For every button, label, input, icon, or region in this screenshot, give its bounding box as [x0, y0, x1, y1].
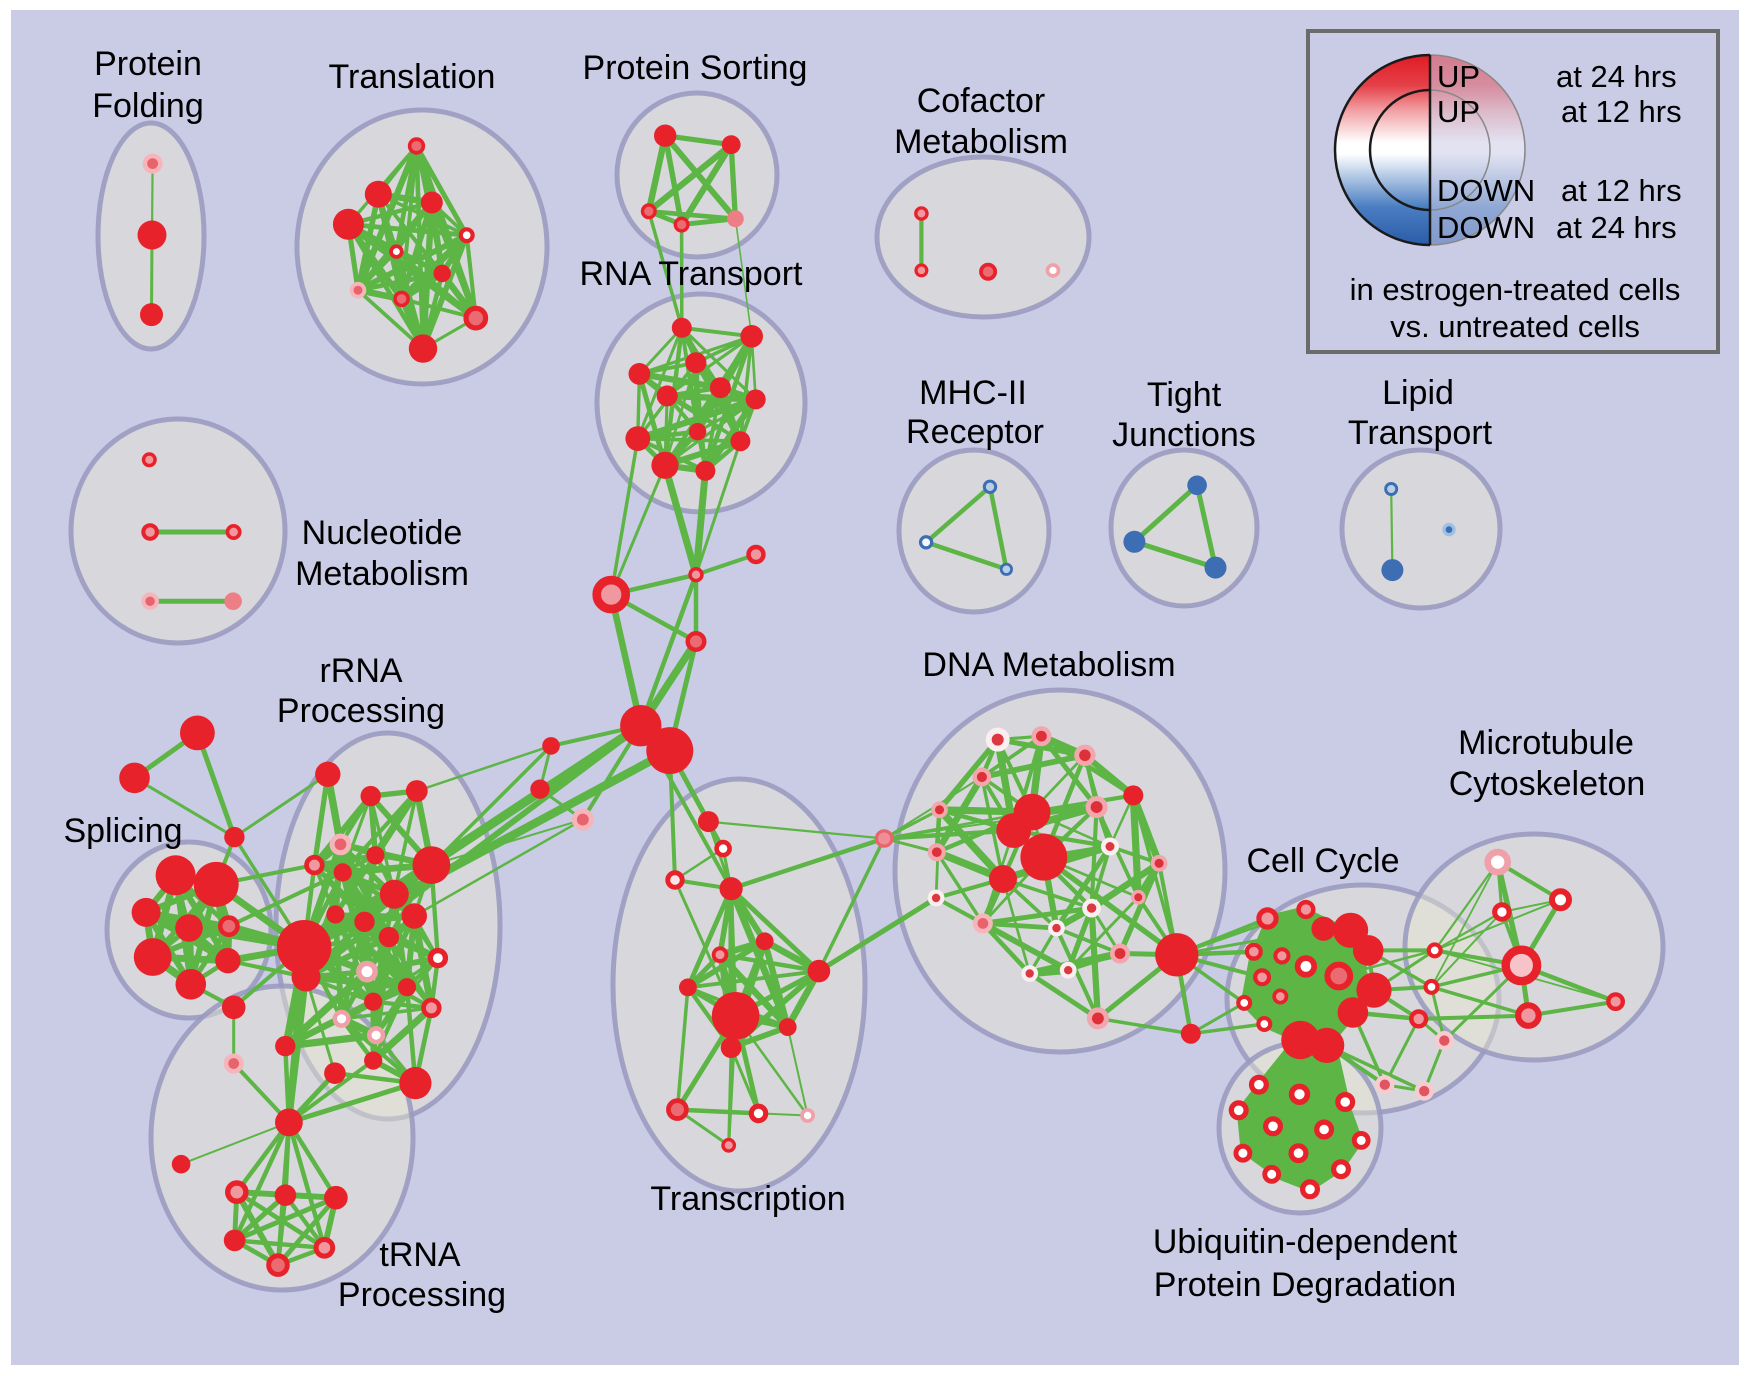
svg-text:tRNA: tRNA	[379, 1236, 461, 1274]
svg-text:DNA Metabolism: DNA Metabolism	[922, 646, 1175, 684]
svg-text:at 24 hrs: at 24 hrs	[1556, 210, 1677, 245]
svg-text:at 12 hrs: at 12 hrs	[1561, 173, 1682, 208]
svg-text:DOWN: DOWN	[1437, 210, 1535, 245]
svg-text:Folding: Folding	[92, 87, 204, 125]
svg-text:Lipid: Lipid	[1382, 374, 1454, 412]
svg-text:Transport: Transport	[1348, 414, 1493, 452]
svg-text:at 12 hrs: at 12 hrs	[1561, 94, 1682, 129]
svg-text:at 24 hrs: at 24 hrs	[1556, 59, 1677, 94]
svg-text:Protein: Protein	[94, 45, 202, 83]
svg-text:Translation: Translation	[329, 58, 496, 96]
svg-text:DOWN: DOWN	[1437, 173, 1535, 208]
svg-text:MHC-II: MHC-II	[919, 374, 1027, 412]
svg-text:Junctions: Junctions	[1112, 416, 1256, 454]
svg-text:Nucleotide: Nucleotide	[302, 514, 463, 552]
svg-text:Cell Cycle: Cell Cycle	[1246, 842, 1399, 880]
svg-text:Protein Sorting: Protein Sorting	[583, 49, 808, 87]
svg-text:rRNA: rRNA	[319, 652, 402, 690]
svg-text:Receptor: Receptor	[906, 413, 1044, 451]
svg-text:Metabolism: Metabolism	[894, 123, 1068, 161]
svg-text:Metabolism: Metabolism	[295, 555, 469, 593]
svg-text:Protein Degradation: Protein Degradation	[1154, 1266, 1456, 1304]
svg-text:Tight: Tight	[1147, 376, 1222, 414]
svg-text:UP: UP	[1437, 94, 1480, 129]
svg-text:in estrogen-treated cells: in estrogen-treated cells	[1350, 272, 1681, 307]
svg-text:Ubiquitin-dependent: Ubiquitin-dependent	[1153, 1223, 1458, 1261]
svg-text:RNA Transport: RNA Transport	[580, 255, 804, 293]
svg-text:Processing: Processing	[338, 1276, 506, 1314]
svg-text:Cofactor: Cofactor	[917, 82, 1046, 120]
svg-text:Transcription: Transcription	[650, 1180, 845, 1218]
svg-text:Cytoskeleton: Cytoskeleton	[1449, 765, 1646, 803]
svg-text:UP: UP	[1437, 59, 1480, 94]
svg-text:vs. untreated cells: vs. untreated cells	[1390, 309, 1640, 344]
svg-text:Processing: Processing	[277, 692, 445, 730]
svg-text:Microtubule: Microtubule	[1458, 724, 1634, 762]
svg-text:Splicing: Splicing	[63, 812, 182, 850]
